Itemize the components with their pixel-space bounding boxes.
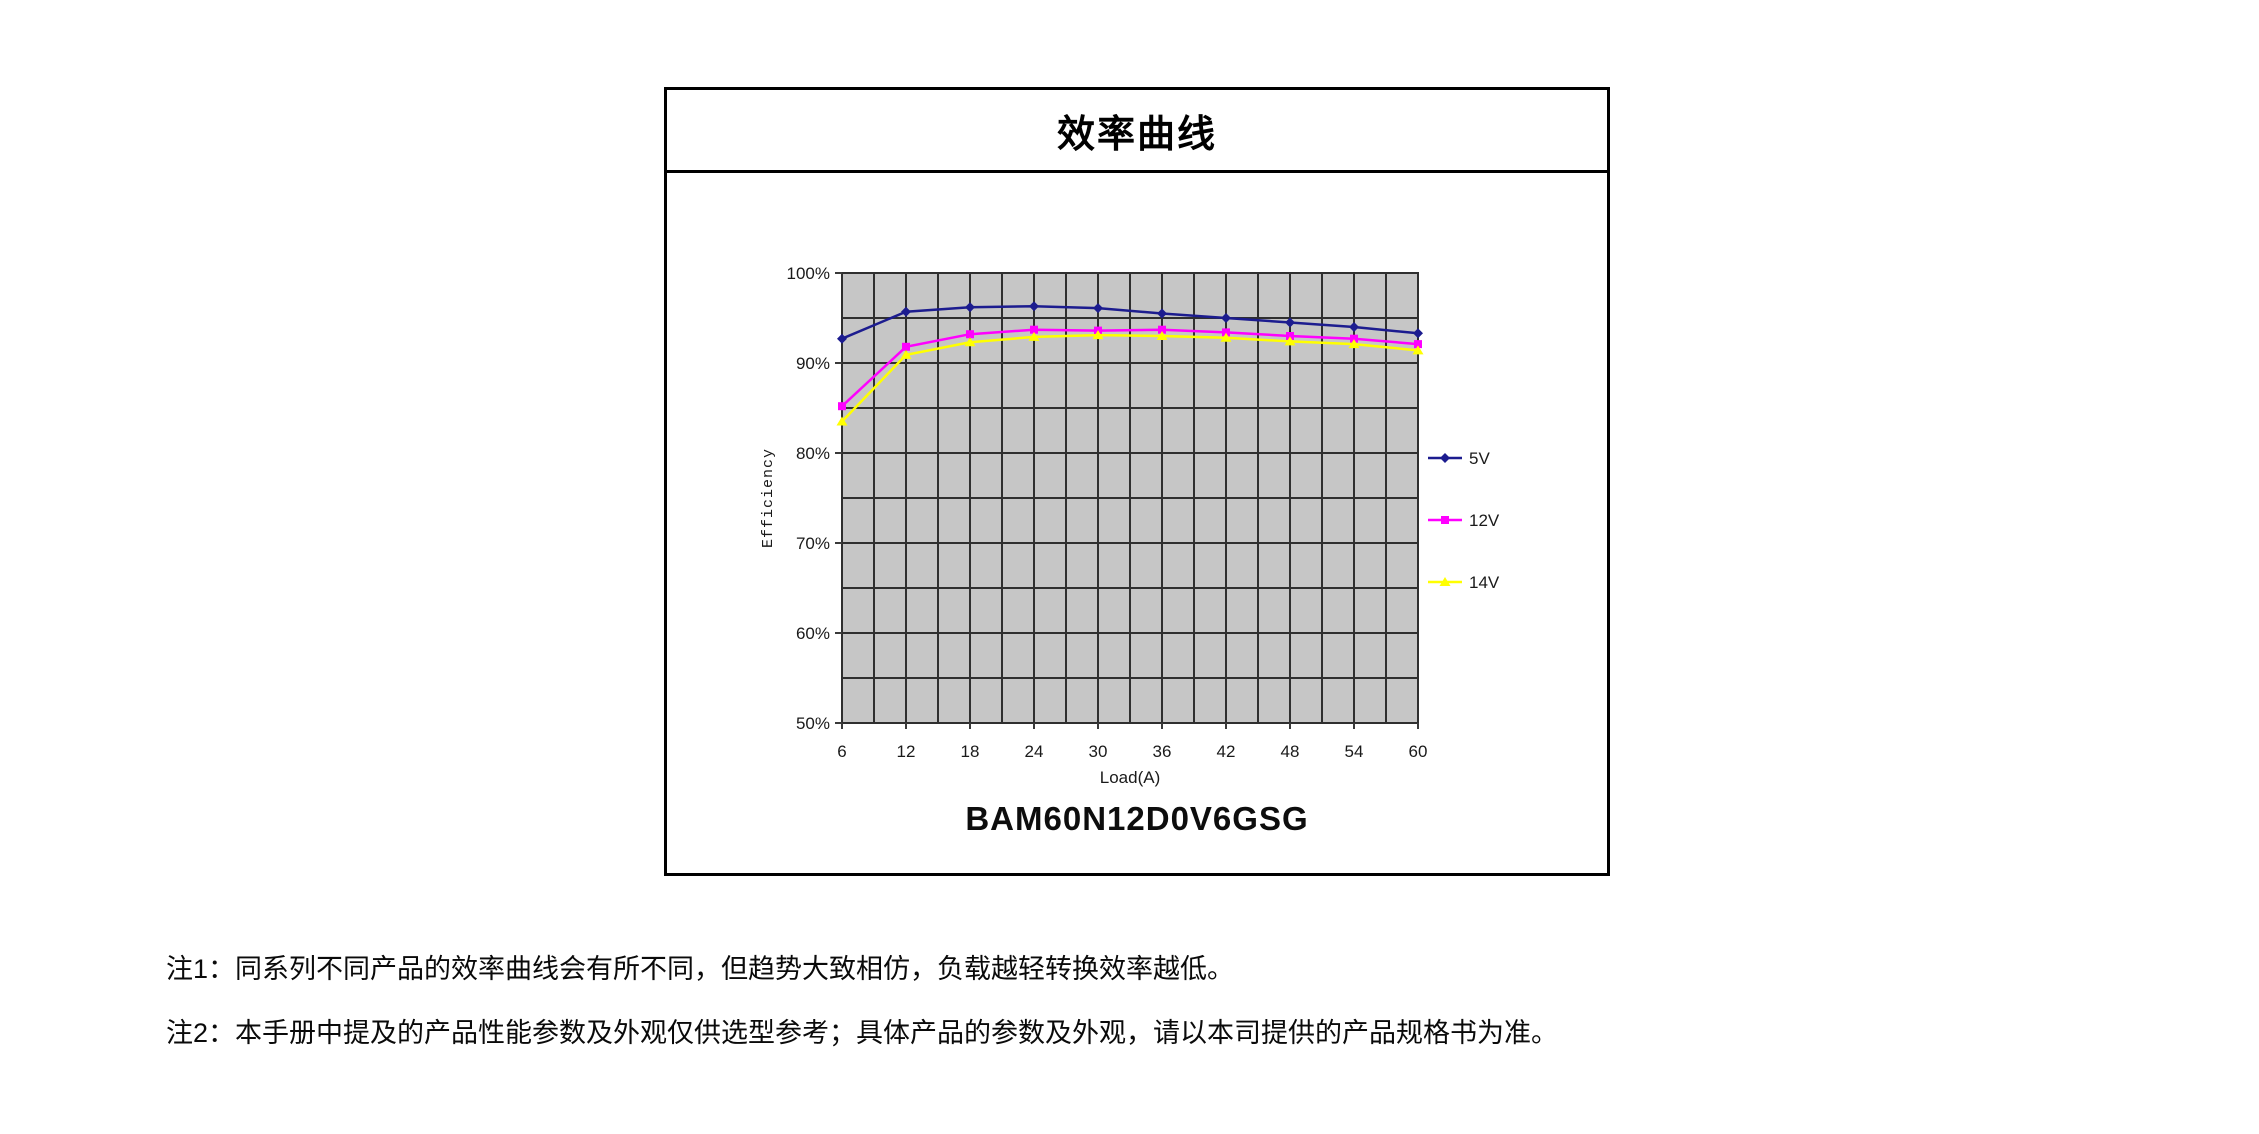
x-tick-label: 54 bbox=[1345, 742, 1364, 761]
box-title: 效率曲线 bbox=[1056, 113, 1217, 156]
x-tick-label: 12 bbox=[897, 742, 916, 761]
data-point-marker bbox=[964, 337, 976, 347]
legend-label: 12V bbox=[1469, 511, 1500, 530]
axis-ticks bbox=[835, 272, 1419, 729]
series-line-5V bbox=[841, 305, 1419, 340]
x-tick-label: 6 bbox=[837, 742, 846, 761]
legend-label: 14V bbox=[1469, 573, 1500, 592]
y-tick-label: 80% bbox=[796, 444, 830, 463]
x-tick-label: 24 bbox=[1025, 742, 1044, 761]
data-point-marker bbox=[1093, 303, 1103, 314]
legend-item-12V: 12V bbox=[1428, 511, 1500, 530]
data-point-marker bbox=[1222, 328, 1230, 337]
data-point-marker bbox=[836, 416, 848, 426]
legend-marker bbox=[1440, 453, 1450, 463]
data-point-marker bbox=[902, 342, 910, 351]
box-title-row: 效率曲线 bbox=[667, 90, 1607, 173]
data-point-marker bbox=[1030, 325, 1038, 334]
data-point-marker bbox=[1028, 331, 1040, 341]
data-point-marker bbox=[1285, 317, 1295, 328]
legend: 5V 12V 14V bbox=[1428, 449, 1500, 592]
efficiency-curve-box: 效率曲线 50% 60% 70% 80% 90% 100% 6 12 18 24 30 36 42 48 5… bbox=[664, 87, 1610, 876]
series-line-14V bbox=[841, 333, 1419, 423]
series-line-12V bbox=[841, 328, 1419, 408]
axis-tick-labels: 50% 60% 70% 80% 90% 100% 6 12 18 24 30 36 42 48 54 60 bbox=[787, 264, 1428, 761]
legend-item-5V: 5V bbox=[1428, 449, 1490, 468]
data-point-marker bbox=[1286, 332, 1294, 340]
data-point-marker bbox=[900, 349, 912, 359]
data-point-marker bbox=[901, 306, 911, 317]
series-5V bbox=[837, 301, 1423, 344]
model-name: BAM60N12D0V6GSG bbox=[965, 800, 1309, 837]
data-point-marker bbox=[1284, 336, 1296, 346]
data-point-marker bbox=[1349, 322, 1359, 332]
data-point-marker bbox=[1157, 308, 1167, 319]
data-point-marker bbox=[838, 402, 846, 411]
x-tick-label: 60 bbox=[1409, 742, 1428, 761]
efficiency-chart: 50% 60% 70% 80% 90% 100% 6 12 18 24 30 36 42 48 54 60 Lo… bbox=[760, 264, 1500, 787]
y-axis-title: Efficiency bbox=[760, 448, 777, 548]
data-point-marker bbox=[1414, 340, 1422, 349]
data-point-marker bbox=[1220, 332, 1232, 342]
y-tick-label: 70% bbox=[796, 534, 830, 553]
data-point-marker bbox=[1156, 331, 1168, 340]
data-point-marker bbox=[1221, 313, 1231, 323]
data-point-marker bbox=[1029, 301, 1039, 312]
series-12V bbox=[838, 325, 1422, 411]
x-tick-label: 48 bbox=[1281, 742, 1300, 761]
x-axis-title: Load(A) bbox=[1100, 768, 1160, 787]
data-point-marker bbox=[1413, 328, 1423, 339]
data-point-marker bbox=[837, 333, 847, 344]
x-tick-label: 42 bbox=[1217, 742, 1236, 761]
data-point-marker bbox=[1350, 334, 1358, 343]
y-tick-label: 100% bbox=[787, 264, 830, 283]
x-tick-label: 18 bbox=[961, 742, 980, 761]
plot-border bbox=[841, 272, 1419, 724]
x-tick-label: 30 bbox=[1089, 742, 1108, 761]
data-point-marker bbox=[1158, 325, 1166, 334]
legend-marker bbox=[1441, 516, 1449, 524]
y-tick-label: 90% bbox=[796, 354, 830, 373]
y-tick-label: 50% bbox=[796, 714, 830, 733]
data-point-marker bbox=[1092, 330, 1104, 340]
y-tick-label: 60% bbox=[796, 624, 830, 643]
legend-label: 5V bbox=[1469, 449, 1490, 468]
data-point-marker bbox=[1412, 345, 1424, 355]
data-point-marker bbox=[1348, 339, 1360, 349]
footnotes: 注1：同系列不同产品的效率曲线会有所不同，但趋势大致相仿，负载越轻转换效率越低。… bbox=[166, 952, 1558, 1080]
legend-marker bbox=[1439, 577, 1451, 586]
series-14V bbox=[836, 330, 1424, 426]
x-tick-label: 36 bbox=[1153, 742, 1172, 761]
data-point-marker bbox=[965, 302, 975, 313]
footnote-2: 注2：本手册中提及的产品性能参数及外观仅供选型参考；具体产品的参数及外观，请以本… bbox=[166, 1018, 1559, 1048]
footnote-1: 注1：同系列不同产品的效率曲线会有所不同，但趋势大致相仿，负载越轻转换效率越低。 bbox=[166, 954, 1235, 984]
legend-item-14V: 14V bbox=[1428, 573, 1500, 592]
data-point-marker bbox=[966, 330, 974, 339]
